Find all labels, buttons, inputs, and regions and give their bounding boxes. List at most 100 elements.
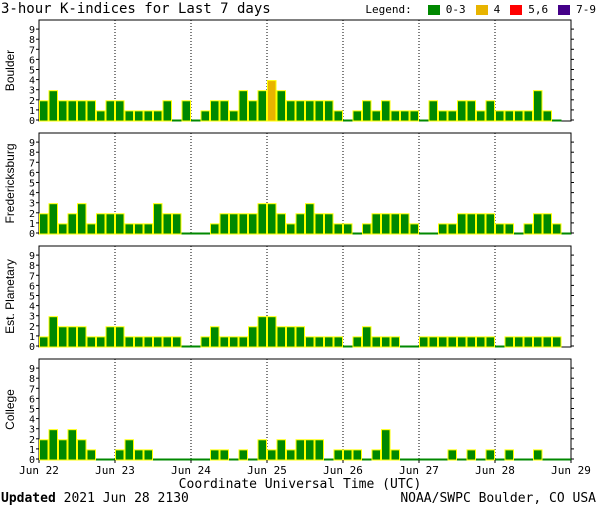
- kindex-bar: [533, 90, 543, 122]
- kindex-bar: [523, 110, 533, 122]
- y-tick-label: 8: [29, 35, 35, 46]
- kindex-bar: [67, 326, 77, 348]
- kindex-bar: [238, 336, 248, 348]
- x-tick-label: Jun 22: [19, 464, 59, 476]
- kindex-bar: [257, 203, 267, 235]
- y-tick-label: 4: [29, 415, 35, 426]
- legend-item-4: 4: [475, 3, 500, 16]
- legend-item-5-6: 5,6: [510, 3, 548, 16]
- kindex-bar: [552, 336, 562, 348]
- kindex-bar: [143, 336, 153, 348]
- kindex-bar: [514, 336, 524, 348]
- kindex-bar: [390, 110, 400, 122]
- kindex-bar: [485, 100, 495, 122]
- kindex-bar: [58, 439, 68, 461]
- y-tick-label: 8: [29, 374, 35, 385]
- kindex-bar: [153, 203, 163, 235]
- kindex-bar: [324, 100, 334, 122]
- kindex-bar: [162, 100, 172, 122]
- kindex-bar: [115, 326, 125, 348]
- kindex-bar: [371, 213, 381, 235]
- y-tick-label: 2: [29, 322, 35, 333]
- kindex-bar: [390, 213, 400, 235]
- kindex-bar: [267, 80, 277, 122]
- kindex-bar: [67, 213, 77, 235]
- kindex-bar: [143, 223, 153, 235]
- kindex-bar: [86, 449, 96, 461]
- updated-label: Updated: [1, 491, 56, 506]
- kindex-bar: [115, 449, 125, 461]
- x-tick-label: Jun 29: [551, 464, 591, 476]
- source-footer: NOAA/SWPC Boulder, CO USA: [400, 491, 596, 506]
- kindex-bar: [219, 336, 229, 348]
- legend-item-0-3: 0-3: [427, 3, 466, 16]
- kindex-bar: [58, 223, 68, 235]
- kindex-bar: [314, 439, 324, 461]
- updated-value: 2021 Jun 28 2130: [63, 491, 189, 506]
- kindex-bar: [77, 203, 87, 235]
- y-tick-label: 5: [29, 292, 35, 303]
- kindex-bar: [305, 439, 315, 461]
- kindex-bar: [333, 223, 343, 235]
- kindex-bar: [276, 439, 286, 461]
- y-tick-label: 2: [29, 96, 35, 107]
- kindex-bar: [428, 100, 438, 122]
- kindex-bar: [58, 100, 68, 122]
- kindex-bar: [238, 213, 248, 235]
- kindex-bar: [504, 110, 514, 122]
- kindex-bar: [210, 449, 220, 461]
- kindex-bar: [476, 336, 486, 348]
- kindex-bar: [286, 326, 296, 348]
- kindex-bar: [381, 429, 391, 461]
- kindex-bar: [48, 429, 58, 461]
- kindex-bar: [314, 213, 324, 235]
- y-tick-label: 4: [29, 302, 35, 313]
- kindex-bar: [333, 110, 343, 122]
- kindex-bar: [238, 449, 248, 461]
- kindex-bar: [229, 213, 239, 235]
- panel-label: Boulder: [3, 50, 17, 91]
- x-tick-label: Jun 23: [95, 464, 135, 476]
- kindex-bar: [124, 110, 134, 122]
- kindex-bar: [267, 203, 277, 235]
- kindex-bar: [267, 449, 277, 461]
- y-tick-label: 7: [29, 158, 35, 169]
- kindex-bar: [514, 110, 524, 122]
- kindex-bar: [485, 213, 495, 235]
- kindex-bar: [295, 326, 305, 348]
- kindex-bar: [523, 336, 533, 348]
- kindex-bar: [229, 110, 239, 122]
- kindex-bar: [172, 213, 182, 235]
- kindex-bar: [96, 336, 106, 348]
- kindex-bar: [124, 223, 134, 235]
- kindex-bar: [67, 100, 77, 122]
- kindex-bar: [115, 100, 125, 122]
- kindex-bar: [409, 223, 419, 235]
- y-tick-label: 1: [29, 445, 35, 456]
- kindex-bar: [295, 439, 305, 461]
- kindex-bar: [86, 336, 96, 348]
- kindex-bar: [67, 429, 77, 461]
- kindex-bar: [400, 110, 410, 122]
- kindex-bar: [210, 326, 220, 348]
- y-tick-label: 9: [29, 364, 35, 375]
- kindex-bar: [39, 100, 49, 122]
- chart-title: 3-hour K-indices for Last 7 days: [1, 1, 271, 17]
- kindex-bar: [533, 449, 543, 461]
- kindex-bar: [457, 213, 467, 235]
- kindex-bar: [48, 203, 58, 235]
- kindex-bar: [134, 449, 144, 461]
- y-tick-label: 7: [29, 271, 35, 282]
- y-tick-label: 5: [29, 179, 35, 190]
- updated-footer: Updated 2021 Jun 28 2130: [1, 491, 189, 506]
- kindex-bar: [324, 336, 334, 348]
- kindex-bar: [276, 213, 286, 235]
- y-tick-label: 9: [29, 251, 35, 262]
- y-tick-label: 0: [29, 455, 35, 466]
- kindex-bar: [276, 90, 286, 122]
- kindex-bar: [533, 336, 543, 348]
- kindex-bar: [438, 110, 448, 122]
- x-tick-label: Jun 24: [171, 464, 211, 476]
- kindex-bar: [428, 336, 438, 348]
- y-tick-label: 4: [29, 189, 35, 200]
